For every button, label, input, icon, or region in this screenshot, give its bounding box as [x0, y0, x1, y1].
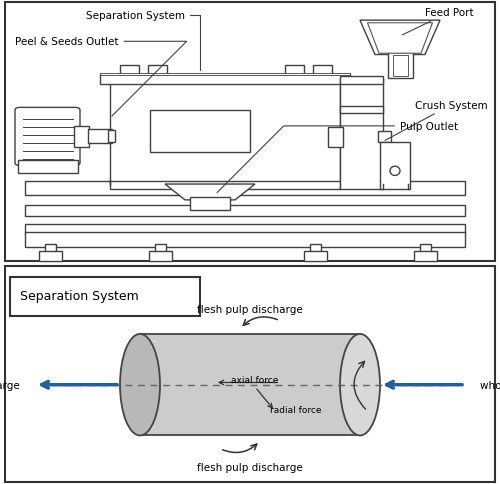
Bar — [380, 142, 410, 190]
FancyBboxPatch shape — [15, 108, 80, 166]
Bar — [25, 232, 465, 248]
Bar — [110, 79, 340, 185]
Ellipse shape — [340, 334, 380, 436]
Bar — [45, 244, 56, 253]
Bar — [10, 277, 200, 317]
Bar — [155, 244, 166, 253]
Bar — [18, 161, 78, 174]
Bar — [100, 74, 350, 76]
Polygon shape — [165, 185, 255, 200]
Bar — [388, 53, 412, 79]
Text: Peel & Seeds Outlet: Peel & Seeds Outlet — [15, 37, 186, 117]
Bar — [190, 198, 230, 211]
Bar — [328, 128, 342, 148]
Bar — [312, 66, 332, 75]
Bar — [108, 131, 115, 142]
Bar — [100, 75, 350, 84]
Bar — [25, 224, 465, 235]
Bar — [149, 252, 172, 261]
Bar — [304, 252, 327, 261]
Text: Feed Port: Feed Port — [402, 8, 473, 36]
Text: whole apple pulp feed: whole apple pulp feed — [480, 380, 500, 390]
Text: radial force: radial force — [270, 405, 322, 414]
Bar — [25, 182, 465, 195]
Text: Crush System: Crush System — [385, 101, 488, 141]
Bar — [74, 127, 89, 148]
Text: axial force: axial force — [232, 375, 278, 384]
Bar — [340, 79, 382, 190]
Bar — [340, 107, 382, 113]
Ellipse shape — [120, 334, 160, 436]
Bar — [378, 132, 390, 142]
Text: Separation System: Separation System — [86, 11, 200, 71]
Text: flesh pulp discharge: flesh pulp discharge — [197, 304, 303, 315]
Bar — [310, 244, 321, 253]
Ellipse shape — [390, 167, 400, 176]
Bar — [340, 76, 382, 84]
Bar — [150, 111, 250, 153]
Bar — [148, 66, 167, 75]
Bar — [88, 129, 112, 144]
Text: Separation System: Separation System — [20, 290, 139, 303]
Bar — [285, 66, 304, 75]
Bar — [120, 66, 139, 75]
Bar — [414, 252, 437, 261]
Bar — [392, 55, 407, 76]
Polygon shape — [360, 21, 440, 55]
Text: Pulp Outlet: Pulp Outlet — [217, 121, 458, 193]
Text: peel & seeds discharge: peel & seeds discharge — [0, 380, 20, 390]
Bar — [140, 334, 360, 436]
Text: flesh pulp discharge: flesh pulp discharge — [197, 462, 303, 472]
Polygon shape — [368, 24, 432, 54]
Bar — [110, 182, 340, 190]
Bar — [420, 244, 431, 253]
Bar — [25, 206, 465, 216]
Bar — [39, 252, 62, 261]
